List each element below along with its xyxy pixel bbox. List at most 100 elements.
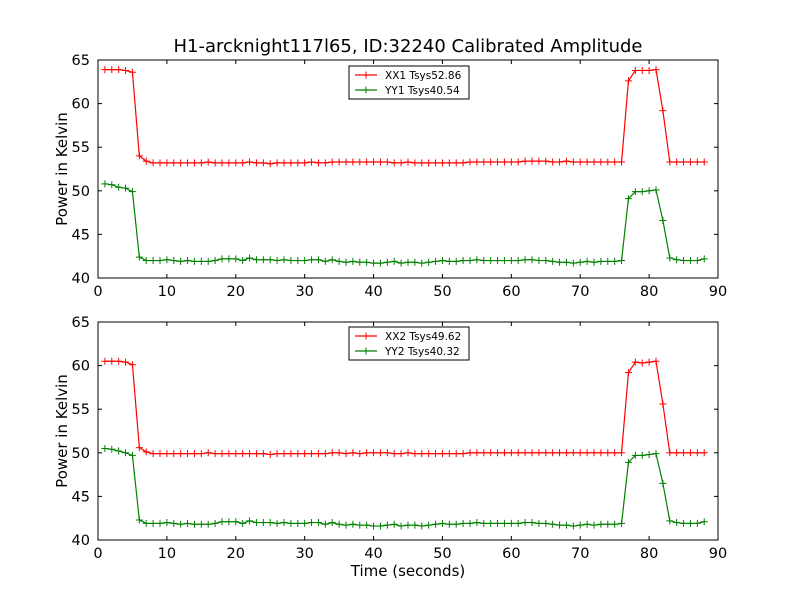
- data-point: [680, 449, 688, 457]
- data-point: [549, 257, 557, 265]
- data-point: [459, 519, 467, 527]
- y-tick-label: 45: [72, 489, 90, 505]
- data-point: [604, 158, 612, 166]
- data-point: [335, 257, 343, 265]
- data-point: [314, 159, 322, 167]
- data-point: [686, 449, 694, 457]
- data-point: [232, 518, 240, 526]
- data-point: [142, 448, 150, 456]
- data-point: [693, 158, 701, 166]
- data-point: [184, 159, 192, 167]
- data-point: [184, 519, 192, 527]
- data-point: [190, 450, 198, 458]
- data-point: [163, 450, 171, 458]
- data-point: [280, 450, 288, 458]
- data-point: [528, 449, 536, 457]
- data-point: [535, 519, 543, 527]
- data-point: [432, 159, 440, 167]
- data-point: [314, 256, 322, 264]
- data-point: [556, 158, 564, 166]
- data-point: [232, 255, 240, 263]
- data-point: [569, 449, 577, 457]
- y-tick-label: 40: [72, 533, 90, 549]
- data-point: [459, 257, 467, 265]
- data-point: [597, 449, 605, 457]
- data-point: [473, 158, 481, 166]
- data-point: [370, 259, 378, 267]
- data-point: [301, 159, 309, 167]
- data-point: [638, 359, 646, 367]
- data-point: [321, 520, 329, 528]
- data-point: [466, 449, 474, 457]
- data-point: [225, 450, 233, 458]
- data-point: [287, 519, 295, 527]
- data-point: [363, 521, 371, 529]
- data-point: [301, 519, 309, 527]
- data-point: [597, 257, 605, 265]
- data-point: [445, 159, 453, 167]
- data-point: [280, 256, 288, 264]
- data-point: [252, 159, 260, 167]
- data-point: [445, 450, 453, 458]
- data-point: [659, 479, 667, 487]
- data-point: [597, 520, 605, 528]
- data-point: [142, 257, 150, 265]
- data-point: [308, 519, 316, 527]
- data-point: [480, 257, 488, 265]
- data-point: [266, 256, 274, 264]
- data-point: [404, 521, 412, 529]
- data-point: [480, 519, 488, 527]
- data-point: [342, 258, 350, 266]
- legend-box: [348, 326, 470, 361]
- data-point: [411, 521, 419, 529]
- x-tick-label: 70: [571, 284, 589, 300]
- data-point: [624, 195, 632, 203]
- data-point: [170, 519, 178, 527]
- data-point: [576, 158, 584, 166]
- series-line-2: [104, 183, 705, 264]
- data-point: [128, 361, 136, 369]
- data-point: [652, 66, 660, 74]
- x-tick-label: 10: [158, 284, 176, 300]
- data-point: [321, 159, 329, 167]
- plot-area: [101, 357, 708, 530]
- data-point: [156, 450, 164, 458]
- data-point: [246, 158, 254, 166]
- data-point: [335, 449, 343, 457]
- data-point: [149, 450, 157, 458]
- data-point: [507, 519, 515, 527]
- data-point: [528, 519, 536, 527]
- data-point: [280, 519, 288, 527]
- data-point: [686, 158, 694, 166]
- chart-panel-1: 0 10 20 30 40 50 60 70 80 90 40 45 50 55 60 65 H1-arckni…: [53, 36, 727, 300]
- data-point: [659, 400, 667, 408]
- data-point: [156, 257, 164, 265]
- data-point: [197, 520, 205, 528]
- data-point: [556, 449, 564, 457]
- data-point: [294, 519, 302, 527]
- data-point: [418, 450, 426, 458]
- data-point: [535, 257, 543, 265]
- data-point: [376, 522, 384, 530]
- data-point: [611, 257, 619, 265]
- data-point: [404, 449, 412, 457]
- data-point: [301, 257, 309, 265]
- data-point: [321, 450, 329, 458]
- data-point: [246, 517, 254, 525]
- data-point: [528, 157, 536, 165]
- data-point: [259, 519, 267, 527]
- data-point: [673, 449, 681, 457]
- data-point: [163, 159, 171, 167]
- data-point: [466, 257, 474, 265]
- data-point: [411, 159, 419, 167]
- data-point: [438, 159, 446, 167]
- data-point: [370, 522, 378, 530]
- data-point: [135, 152, 143, 160]
- data-point: [425, 521, 433, 529]
- data-point: [349, 449, 357, 457]
- data-point: [218, 518, 226, 526]
- data-point: [101, 180, 109, 188]
- data-point: [273, 159, 281, 167]
- data-point: [163, 519, 171, 527]
- y-tick-label: 65: [72, 315, 90, 331]
